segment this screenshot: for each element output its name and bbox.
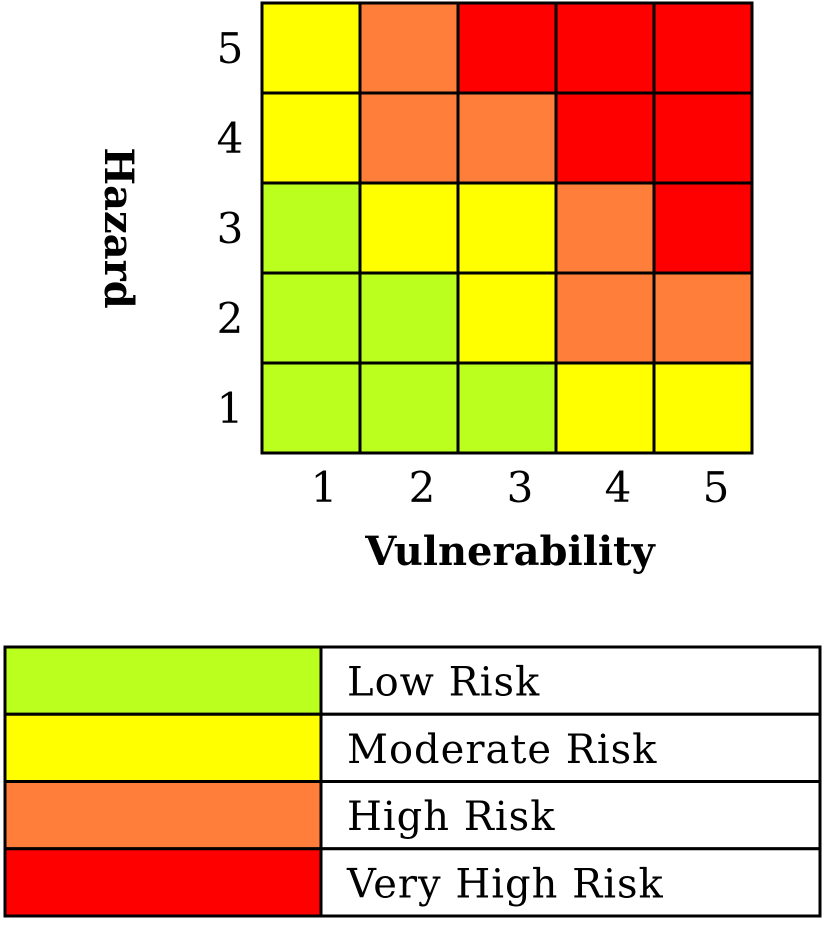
heatmap-cell-h3-v5 [652,181,754,275]
heatmap-cell-h4-v5 [652,91,754,185]
heatmap-cell-h1-v2 [358,361,460,455]
legend-label: High Risk [347,794,555,840]
heatmap-grid [260,1,754,455]
x-tick-label: 2 [409,463,436,512]
heatmap-cell-h1-v1 [260,361,362,455]
heatmap-cell-h5-v4 [554,1,656,95]
legend-label-cell [319,712,822,783]
x-axis-label: Vulnerability [364,528,656,575]
legend-label-cell [319,847,822,918]
heatmap-cell-h4-v1 [260,91,362,185]
heatmap-cell-h5-v1 [260,1,362,95]
y-tick-label: 4 [217,114,244,163]
legend: Low Risk Moderate Risk High Risk Very High … [3,645,822,918]
heatmap-cell-h2-v4 [554,271,656,365]
heatmap-cell-h3-v1 [260,181,362,275]
legend-label: Low Risk [347,660,540,706]
legend-label: Very High Risk [346,861,664,907]
heatmap-cell-h3-v3 [456,181,558,275]
legend-swatch [3,712,323,783]
x-tick-labels: 1 2 3 4 5 [311,463,730,512]
legend-label: Moderate Risk [347,727,657,773]
heatmap-cell-h1-v5 [652,361,754,455]
x-tick-label: 1 [311,463,338,512]
heatmap-cell-h2-v2 [358,271,460,365]
heatmap-cell-h2-v1 [260,271,362,365]
y-tick-labels: 5 4 3 2 1 [217,24,244,433]
legend-swatch [3,645,323,716]
heatmap-cell-h1-v3 [456,361,558,455]
heatmap-cell-h2-v5 [652,271,754,365]
x-tick-label: 3 [507,463,534,512]
y-tick-label: 1 [217,384,244,433]
y-axis-label: Hazard [95,147,142,308]
heatmap-cell-h1-v4 [554,361,656,455]
heatmap-cell-h3-v2 [358,181,460,275]
heatmap-cell-h4-v4 [554,91,656,185]
x-tick-label: 5 [703,463,730,512]
heatmap-cell-h5-v2 [358,1,460,95]
heatmap-cell-h2-v3 [456,271,558,365]
legend-label-cell [319,645,822,716]
legend-swatch [3,780,323,851]
heatmap-cell-h4-v3 [456,91,558,185]
legend-swatch [3,847,323,918]
heatmap-cell-h4-v2 [358,91,460,185]
heatmap-cell-h5-v3 [456,1,558,95]
y-tick-label: 2 [217,294,244,343]
heatmap-cell-h3-v4 [554,181,656,275]
heatmap-cell-h5-v5 [652,1,754,95]
x-tick-label: 4 [605,463,632,512]
y-tick-label: 5 [217,24,244,73]
y-tick-label: 3 [217,204,244,253]
